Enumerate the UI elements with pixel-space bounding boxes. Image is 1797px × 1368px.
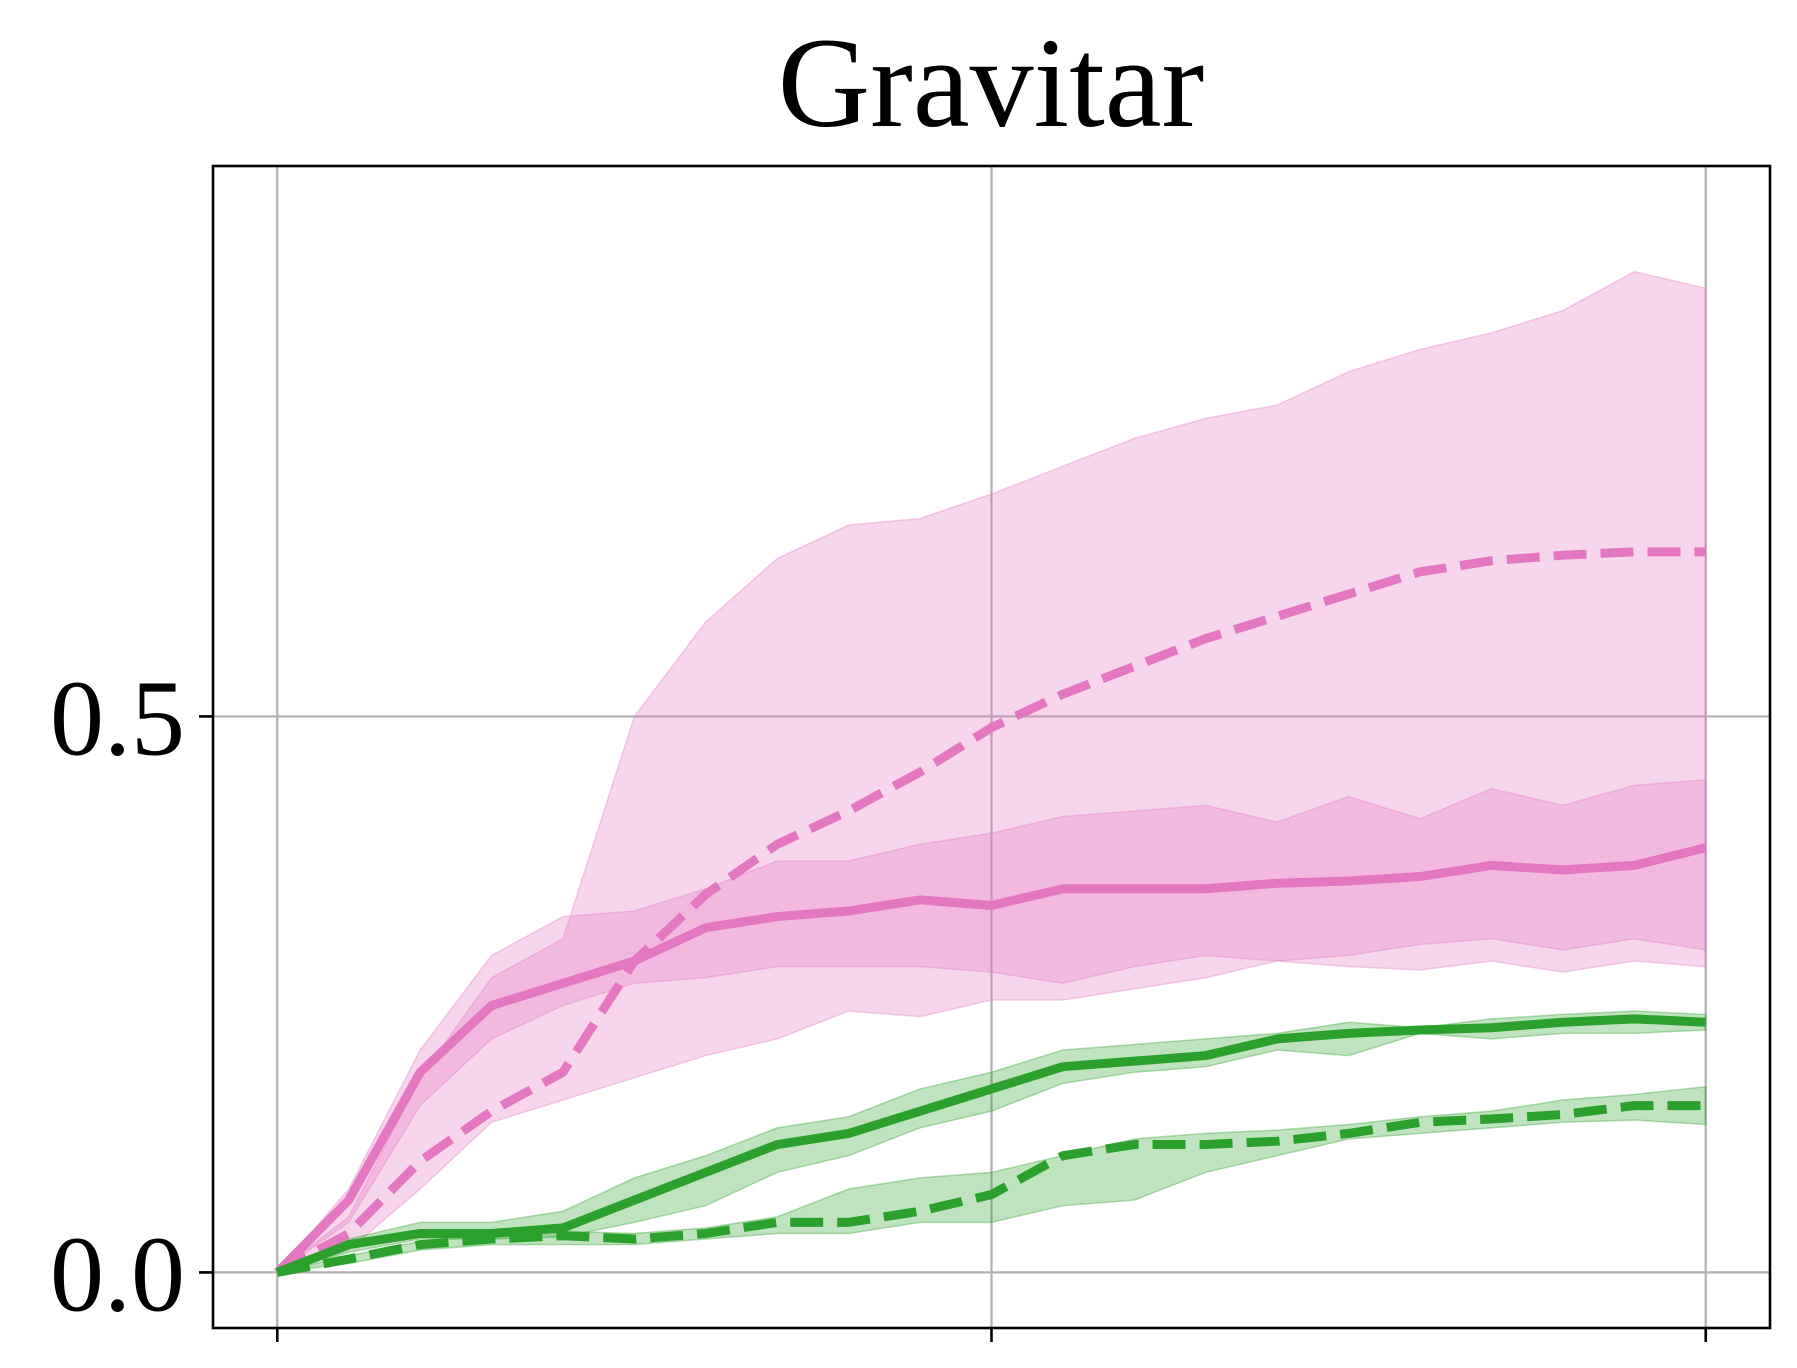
chart-title: Gravitar bbox=[778, 12, 1204, 154]
band-series-0 bbox=[276, 778, 1707, 1274]
band-series-1 bbox=[276, 270, 1707, 1274]
y-tick-label-1: 0.5 bbox=[50, 659, 185, 778]
line-series-0 bbox=[274, 843, 1707, 1276]
line-series-2 bbox=[275, 1014, 1706, 1277]
axes: 0.0 0.5 bbox=[50, 164, 1772, 1342]
line-series-1 bbox=[275, 547, 1706, 1277]
grid bbox=[213, 166, 1770, 1328]
band-series-2 bbox=[276, 1010, 1707, 1274]
line-series-3 bbox=[276, 1101, 1706, 1277]
y-tick-label-0: 0.0 bbox=[50, 1215, 185, 1334]
series-lines bbox=[274, 547, 1707, 1277]
